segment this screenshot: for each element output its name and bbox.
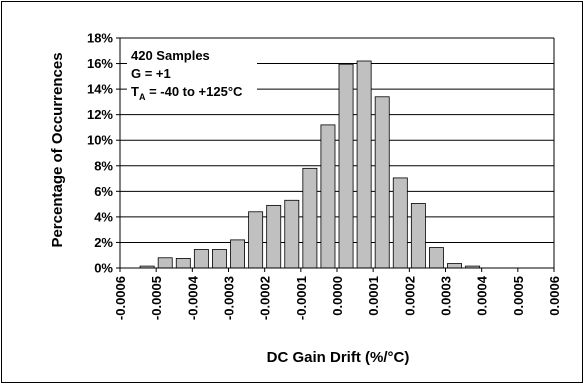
histogram-bar — [284, 199, 300, 269]
y-tick-label: 6% — [94, 184, 113, 199]
x-tick-labels: -0.0006 -0.0005 -0.0004 -0.0003 -0.0002 -0.00… — [113, 268, 562, 320]
histogram-bar — [410, 203, 426, 269]
annotation-gain: G = +1 — [131, 66, 171, 81]
bar-series — [139, 60, 481, 269]
histogram-bar — [302, 167, 318, 269]
histogram-bar — [175, 258, 191, 269]
histogram-bar — [429, 247, 444, 269]
x-tick-label: -0.0003 — [222, 276, 237, 320]
histogram-bar — [248, 211, 264, 269]
histogram-bar — [157, 257, 173, 269]
histogram-bar — [447, 263, 462, 269]
y-tick-label: 0% — [94, 261, 113, 276]
annotation-samples: 420 Samples — [131, 48, 210, 63]
histogram-bar — [212, 249, 227, 269]
y-tick-label: 10% — [87, 133, 113, 148]
x-tick-label: 0.0003 — [439, 276, 454, 316]
annotation-temp-range: = -40 to +125°C — [145, 84, 243, 99]
histogram-bar — [338, 63, 354, 269]
histogram-bar — [392, 177, 408, 269]
x-axis-title: DC Gain Drift (%/°C) — [267, 349, 410, 366]
histogram-bar — [356, 60, 372, 269]
histogram-bar — [266, 204, 282, 269]
y-tick-label: 8% — [94, 158, 113, 173]
histogram-bar — [320, 124, 336, 269]
x-tick-label: 0.0004 — [475, 275, 490, 316]
annotation-temp-symbol: T — [131, 84, 139, 99]
x-tick-label: -0.0005 — [149, 276, 164, 320]
y-tick-label: 2% — [94, 235, 113, 250]
x-tick-label: -0.0002 — [258, 276, 273, 320]
y-tick-label: 14% — [87, 82, 113, 97]
y-tick-label: 12% — [87, 107, 113, 122]
y-tick-label: 4% — [94, 209, 113, 224]
x-tick-label: -0.0006 — [113, 276, 128, 320]
histogram-bar — [193, 249, 209, 269]
histogram-bar — [374, 96, 390, 269]
x-tick-label: -0.0004 — [185, 275, 200, 320]
x-tick-label: -0.0001 — [294, 276, 309, 320]
annotation-temperature: TA = -40 to +125°C — [131, 84, 243, 102]
y-tick-labels: 0% 2% 4% 6% 8% 10% 12% 14% 16% 18% — [87, 31, 120, 276]
annotation-temp-subscript: A — [139, 92, 146, 102]
y-tick-label: 18% — [87, 31, 113, 46]
y-tick-label: 16% — [87, 56, 113, 71]
histogram-bar — [230, 239, 245, 269]
x-tick-label: 0.0006 — [547, 276, 562, 316]
x-tick-label: 0.0000 — [330, 276, 345, 316]
x-tick-label: 0.0005 — [511, 276, 526, 316]
x-tick-label: 0.0002 — [402, 276, 417, 316]
x-tick-label: 0.0001 — [366, 276, 381, 316]
y-axis-title: Percentage of Occurrences — [49, 52, 66, 247]
annotation-box — [127, 46, 257, 100]
